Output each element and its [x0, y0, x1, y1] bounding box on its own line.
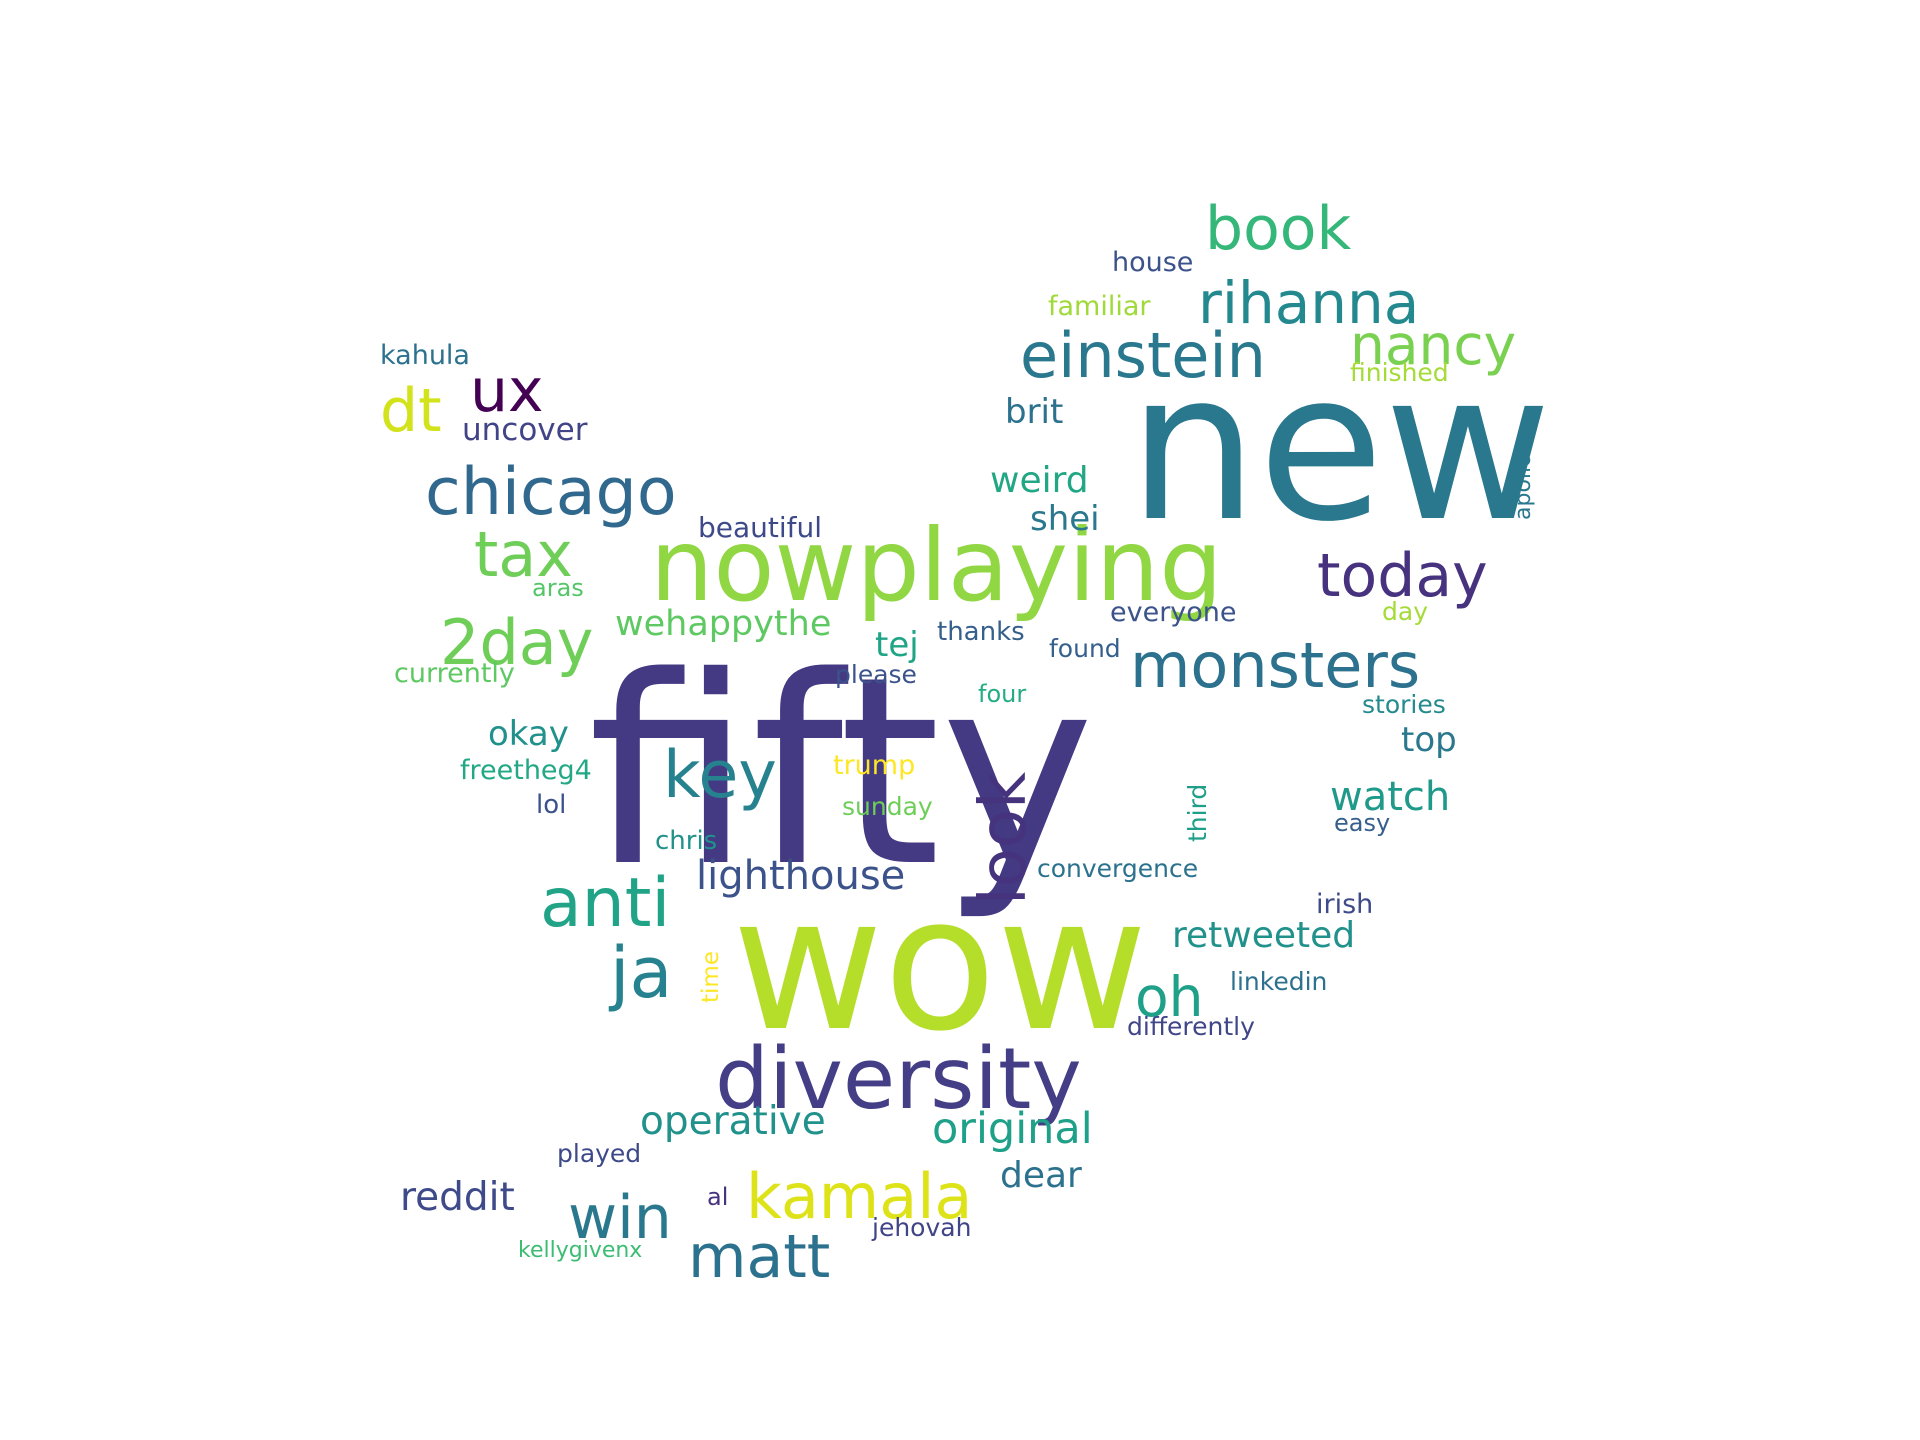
word-kellygivenx: kellygivenx [518, 1238, 642, 1263]
word-book: book [1205, 194, 1352, 264]
word-differently: differently [1127, 1012, 1255, 1041]
word-2day: 2day [440, 606, 594, 679]
word-kamala: kamala [746, 1160, 972, 1233]
word-einstein: einstein [1020, 319, 1266, 392]
word-everyone: everyone [1110, 597, 1237, 628]
word-freetheg4: freetheg4 [460, 755, 592, 786]
word-wow: wow [732, 856, 1148, 1072]
word-currently: currently [394, 658, 515, 689]
word-please: please [835, 660, 917, 689]
word-watch: watch [1330, 774, 1450, 820]
word-four: four [978, 680, 1026, 708]
word-fifty: fifty [588, 622, 1095, 924]
word-tej: tej [875, 625, 919, 665]
word-rihanna: rihanna [1198, 269, 1419, 337]
word-jehovah: jehovah [871, 1213, 971, 1242]
word-nowplaying: nowplaying [650, 507, 1223, 624]
word-lol: lol [536, 790, 566, 820]
word-al: al [707, 1183, 728, 1211]
word-diversity: diversity [715, 1030, 1082, 1129]
word-monsters: monsters [1130, 629, 1420, 702]
word-trump: trump [833, 750, 915, 781]
word-thanks: thanks [937, 617, 1025, 647]
word-matt: matt [688, 1222, 830, 1292]
word-retweeted: retweeted [1172, 915, 1355, 956]
word-wehappythe: wehappythe [615, 604, 831, 644]
word-dt: dt [380, 376, 442, 446]
word-finished: finished [1350, 358, 1449, 387]
word-day: day [1382, 597, 1428, 626]
word-shei: shei [1030, 499, 1100, 539]
word-top: top [1401, 720, 1457, 760]
word-ux: ux [470, 356, 544, 426]
word-lighthouse: lighthouse [696, 853, 905, 899]
word-oh: oh [1135, 965, 1204, 1029]
word-brit: brit [1005, 392, 1063, 432]
word-chris: chris [655, 826, 717, 856]
word-operative: operative [640, 1099, 826, 1144]
word-irish: irish [1316, 889, 1373, 920]
word-apollo: apollo [1511, 453, 1536, 520]
word-convergence: convergence [1037, 854, 1198, 883]
word-today: today [1317, 541, 1488, 611]
word-tax: tax [474, 518, 573, 591]
word-anti: anti [540, 864, 670, 943]
word-okay: okay [488, 714, 569, 754]
word-key: key [663, 738, 777, 813]
word-new: new [1128, 329, 1552, 567]
word-uncover: uncover [462, 412, 588, 448]
word-linkedin: linkedin [1230, 967, 1327, 996]
word-time: time [698, 951, 724, 1003]
word-third: third [1183, 784, 1212, 842]
word-house: house [1112, 247, 1193, 278]
word-sunday: sunday [842, 792, 933, 821]
word-win: win [568, 1183, 672, 1253]
word-weird: weird [990, 460, 1089, 501]
word-easy: easy [1334, 809, 1390, 837]
word-original: original [932, 1104, 1093, 1154]
word-dear: dear [1000, 1155, 1082, 1196]
word-ja: ja [608, 932, 672, 1014]
word-stories: stories [1362, 690, 1446, 719]
word-reddit: reddit [400, 1175, 515, 1220]
word-look: look [967, 772, 1041, 905]
word-chicago: chicago [425, 455, 677, 530]
word-beautiful: beautiful [698, 511, 822, 544]
word-familiar: familiar [1048, 291, 1151, 322]
word-aras: aras [532, 574, 584, 602]
word-found: found [1049, 634, 1121, 663]
word-kahula: kahula [380, 340, 470, 371]
word-nancy: nancy [1350, 313, 1516, 377]
word-played: played [557, 1139, 641, 1168]
